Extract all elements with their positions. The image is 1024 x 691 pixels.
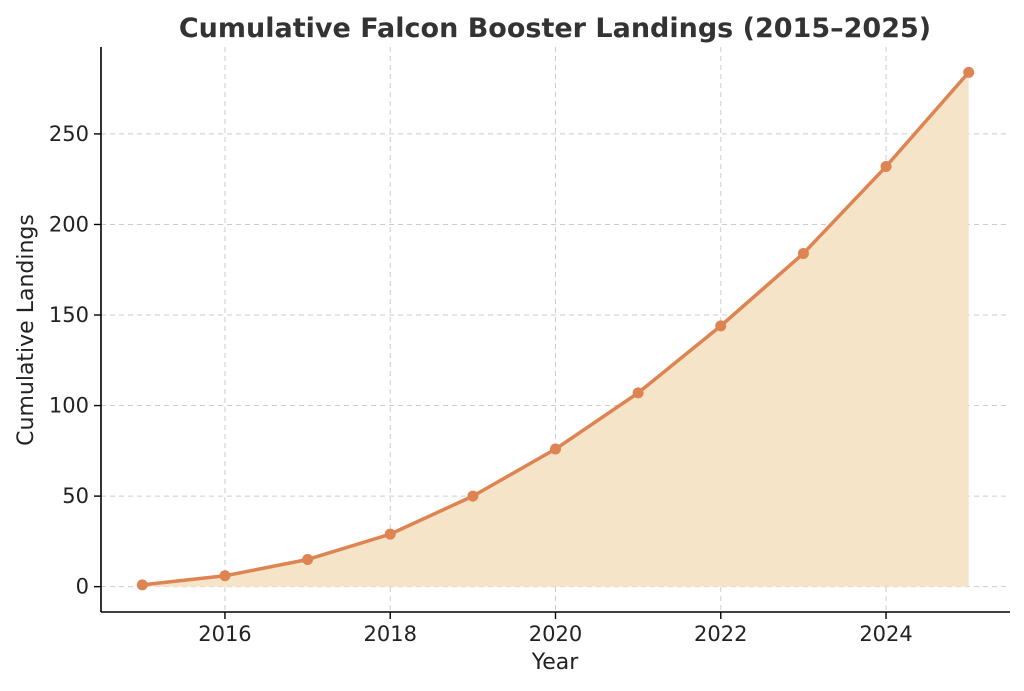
x-tick-label: 2024 xyxy=(859,622,912,646)
data-point xyxy=(467,490,479,502)
data-point xyxy=(963,66,975,78)
y-tick-label: 250 xyxy=(49,122,89,146)
data-point xyxy=(136,579,148,591)
x-tick-label: 2016 xyxy=(198,622,251,646)
data-point xyxy=(715,320,727,332)
x-axis-label: Year xyxy=(531,650,580,675)
points-layer xyxy=(136,66,975,591)
y-tick-label: 50 xyxy=(62,484,89,508)
x-tick-label: 2020 xyxy=(529,622,582,646)
x-tick-label: 2022 xyxy=(694,622,747,646)
data-point xyxy=(632,387,644,399)
data-point xyxy=(219,570,231,582)
y-tick-label: 200 xyxy=(49,212,89,236)
ticks-layer: 2016 2018 2020 2022 2024 0 50 100 150 200 250 xyxy=(49,122,913,646)
area-fill xyxy=(142,72,969,587)
data-point xyxy=(384,528,396,540)
x-tick-label: 2018 xyxy=(364,622,417,646)
y-axis-label: Cumulative Landings xyxy=(14,214,39,446)
data-point xyxy=(880,161,892,173)
y-tick-label: 0 xyxy=(76,575,89,599)
y-tick-label: 150 xyxy=(49,303,89,327)
data-point xyxy=(302,553,314,565)
y-tick-label: 100 xyxy=(49,394,89,418)
data-point xyxy=(797,247,809,259)
chart-title: Cumulative Falcon Booster Landings (2015… xyxy=(179,13,931,44)
data-point xyxy=(550,443,561,455)
